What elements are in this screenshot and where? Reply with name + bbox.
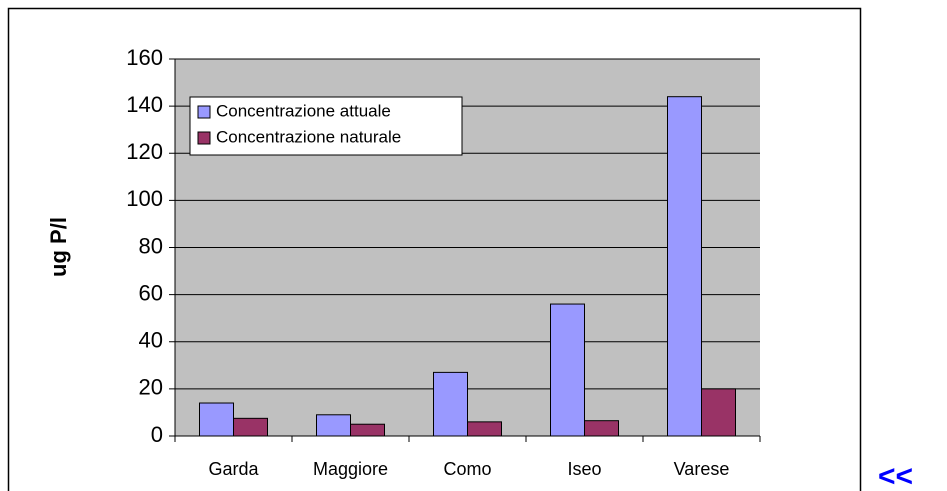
bar bbox=[233, 417, 268, 437]
x-tick-label: Maggiore bbox=[313, 459, 388, 479]
y-tick-label: 40 bbox=[139, 328, 163, 353]
y-tick-label: 80 bbox=[139, 233, 163, 258]
y-axis-label: ug P/l bbox=[46, 217, 71, 277]
x-tick-label: Como bbox=[443, 459, 491, 479]
x-tick-label: Varese bbox=[674, 459, 730, 479]
bar bbox=[667, 96, 702, 437]
y-tick-label: 20 bbox=[139, 375, 163, 400]
x-tick-label: Iseo bbox=[567, 459, 601, 479]
y-tick-label: 140 bbox=[126, 92, 163, 117]
bar bbox=[550, 303, 585, 437]
y-tick-label: 60 bbox=[139, 280, 163, 305]
y-tick-label: 160 bbox=[126, 45, 163, 70]
bar bbox=[467, 421, 502, 437]
bar bbox=[316, 414, 351, 437]
y-tick-label: 120 bbox=[126, 139, 163, 164]
y-tick-label: 100 bbox=[126, 186, 163, 211]
bar bbox=[433, 371, 468, 437]
bar bbox=[199, 402, 234, 437]
nav-back[interactable]: << bbox=[878, 460, 913, 491]
y-tick-label: 0 bbox=[151, 422, 163, 447]
legend-swatch bbox=[197, 105, 211, 119]
x-tick-label: Garda bbox=[208, 459, 259, 479]
legend-swatch bbox=[197, 131, 211, 145]
legend-label: Concentrazione attuale bbox=[216, 101, 391, 120]
legend-label: Concentrazione naturale bbox=[216, 127, 401, 146]
bar bbox=[701, 388, 736, 437]
bar bbox=[584, 420, 619, 437]
legend-box bbox=[189, 96, 463, 156]
bar bbox=[350, 423, 385, 437]
